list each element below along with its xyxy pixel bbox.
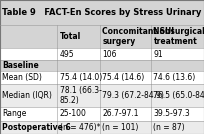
Bar	[0, 0, 204, 25]
Text: 75.4 (14.6): 75.4 (14.6)	[102, 73, 145, 82]
Bar	[0, 48, 204, 60]
Text: Range: Range	[2, 109, 27, 118]
Bar	[0, 71, 204, 84]
Text: 75.4 (14.0): 75.4 (14.0)	[60, 73, 102, 82]
Text: (n = 101): (n = 101)	[102, 123, 139, 132]
Text: 26.7-97.1: 26.7-97.1	[102, 109, 139, 118]
Text: Total: Total	[60, 32, 81, 41]
Bar	[0, 25, 204, 48]
Bar	[0, 107, 204, 121]
Text: 74.6 (13.6): 74.6 (13.6)	[153, 73, 196, 82]
Text: 79.3 (67.2-84.9): 79.3 (67.2-84.9)	[102, 91, 164, 100]
Text: Mean (SD): Mean (SD)	[2, 73, 42, 82]
Text: 106: 106	[102, 50, 117, 59]
Text: 39.5-97.3: 39.5-97.3	[153, 109, 190, 118]
Text: Postoperative 6: Postoperative 6	[2, 123, 71, 132]
Text: (n = 476)*: (n = 476)*	[60, 123, 100, 132]
Bar	[0, 60, 204, 71]
Text: Baseline: Baseline	[2, 61, 39, 70]
Text: Nonsurgical SI
treatment: Nonsurgical SI treatment	[153, 27, 204, 46]
Text: 76.5 (65.0-84.5: 76.5 (65.0-84.5	[153, 91, 204, 100]
Text: Concomitant SUI
surgery: Concomitant SUI surgery	[102, 27, 175, 46]
Text: Table 9   FACT-En Scores by Stress Urinary Incontinence Tr: Table 9 FACT-En Scores by Stress Urinary…	[2, 8, 204, 17]
Bar	[0, 84, 204, 107]
Text: 495: 495	[60, 50, 74, 59]
Text: 91: 91	[153, 50, 163, 59]
Text: 78.1 (66.3-
85.2): 78.1 (66.3- 85.2)	[60, 86, 101, 105]
Text: 25-100: 25-100	[60, 109, 86, 118]
Bar	[0, 121, 204, 134]
Text: (n = 87): (n = 87)	[153, 123, 185, 132]
Text: Median (IQR): Median (IQR)	[2, 91, 52, 100]
